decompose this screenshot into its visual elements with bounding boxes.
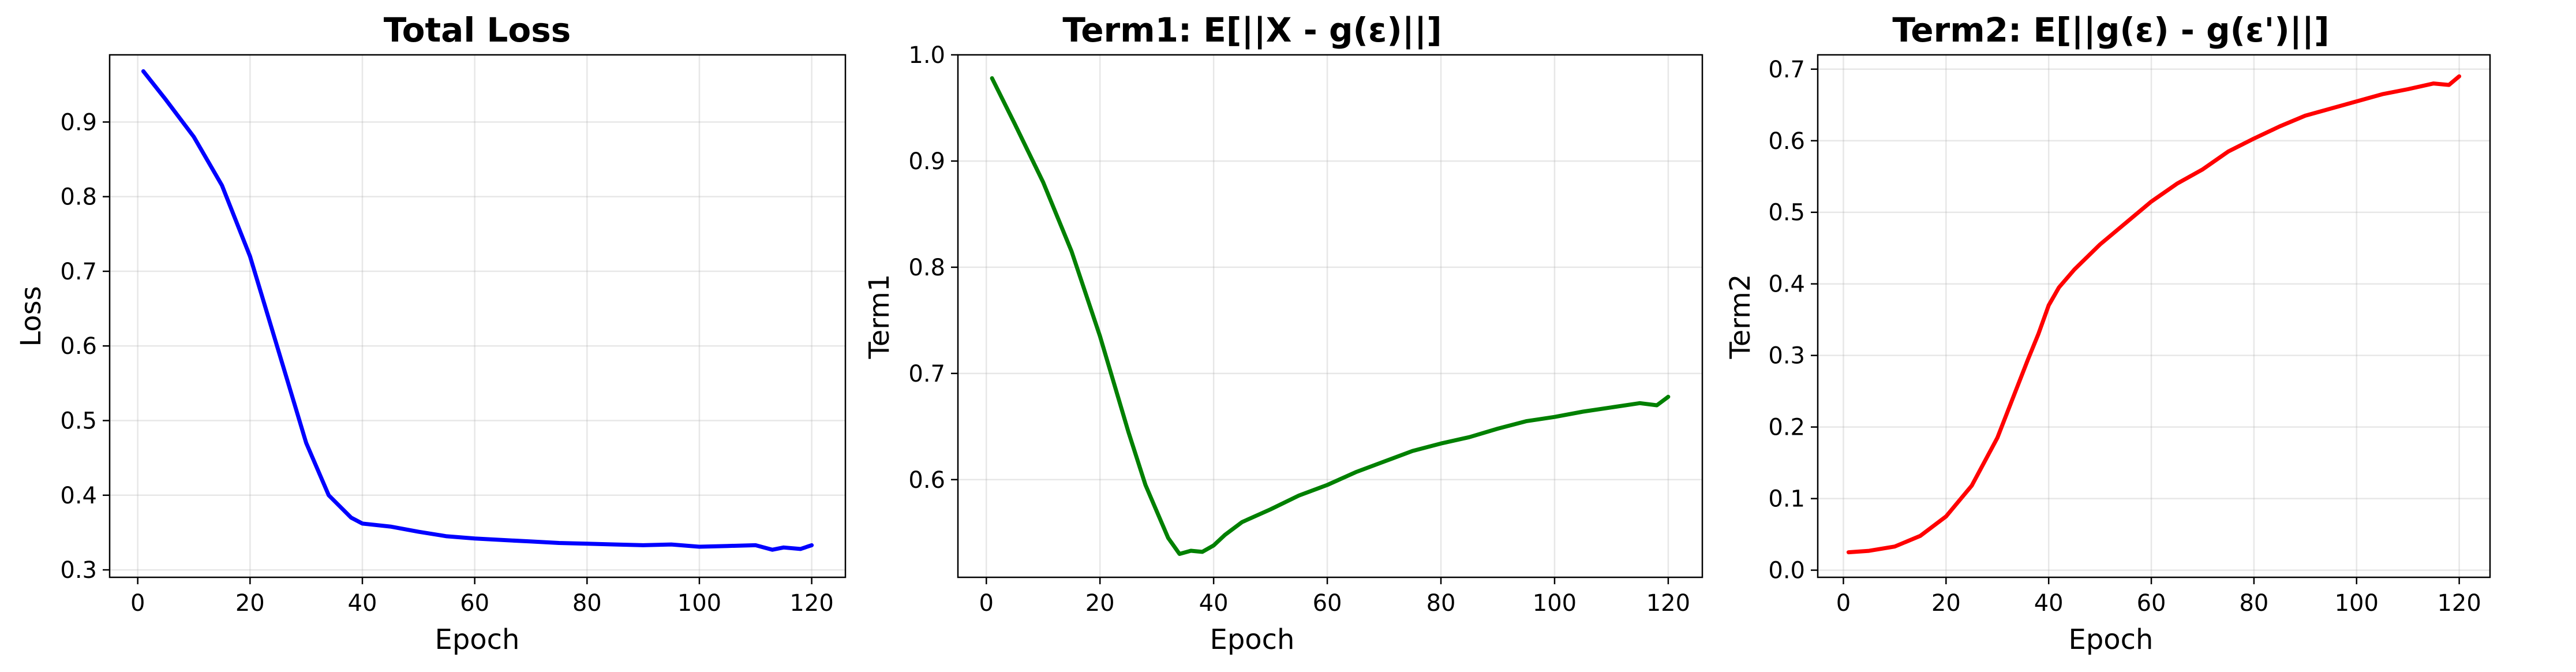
y-tick-label: 0.8 bbox=[908, 255, 945, 281]
chart-title: Term1: E[||X - g(ε)||] bbox=[1062, 10, 1441, 50]
y-tick-label: 0.7 bbox=[1768, 57, 1805, 83]
x-tick-label: 80 bbox=[2239, 590, 2268, 617]
axes-frame bbox=[957, 54, 1703, 578]
y-tick-label: 0.8 bbox=[60, 184, 97, 211]
y-tick-label: 1.0 bbox=[908, 42, 945, 69]
y-tick-label: 0.4 bbox=[1768, 271, 1805, 298]
series-line-0 bbox=[1846, 74, 2462, 555]
x-tick-label: 20 bbox=[235, 590, 265, 617]
y-axis-label: Term2 bbox=[1724, 274, 1757, 360]
plot-area: 0 20 40 60 80 100 120 0.6 0.7 0.8 0.9 1.0 bbox=[908, 42, 1703, 617]
series-line-0 bbox=[141, 69, 814, 552]
x-tick-label: 100 bbox=[1533, 590, 1577, 617]
x-tick-label: 40 bbox=[2034, 590, 2064, 617]
x-axis-label: Epoch bbox=[435, 624, 520, 656]
x-tick-label: 60 bbox=[1313, 590, 1342, 617]
panel-term2: Term2: E[||g(ε) - g(ε')||] Epoch Term2 0… bbox=[1724, 10, 2491, 656]
x-tick-label: 120 bbox=[2437, 590, 2481, 617]
plot-area: 0 20 40 60 80 100 120 0.3 0.4 0.5 0.6 0.7 0.8 0.9 bbox=[60, 54, 847, 617]
y-tick-label: 0.6 bbox=[908, 467, 945, 494]
x-tick-label: 0 bbox=[130, 590, 145, 617]
y-tick-label: 0.4 bbox=[60, 483, 97, 509]
x-tick-label: 60 bbox=[2137, 590, 2166, 617]
y-tick-label: 0.0 bbox=[1768, 558, 1805, 584]
x-tick-label: 120 bbox=[1646, 590, 1690, 617]
x-axis-label: Epoch bbox=[1210, 624, 1295, 656]
x-tick-label: 80 bbox=[1426, 590, 1456, 617]
x-tick-label: 100 bbox=[2335, 590, 2379, 617]
plot-area: 0 20 40 60 80 100 120 0.0 0.1 0.2 0.3 0.4 0.5 0.6 0.7 bbox=[1768, 54, 2491, 617]
chart-title: Term2: E[||g(ε) - g(ε')||] bbox=[1892, 10, 2329, 50]
x-tick-label: 120 bbox=[789, 590, 833, 617]
panel-term1: Term1: E[||X - g(ε)||] Epoch Term1 0 20 40… bbox=[863, 10, 1703, 656]
axes-frame bbox=[108, 54, 847, 578]
x-tick-label: 0 bbox=[1836, 590, 1851, 617]
chart-title: Total Loss bbox=[384, 10, 571, 50]
y-tick-label: 0.6 bbox=[60, 333, 97, 360]
x-tick-label: 100 bbox=[677, 590, 721, 617]
x-tick-label: 20 bbox=[1085, 590, 1115, 617]
y-tick-label: 0.3 bbox=[60, 557, 97, 584]
y-tick-label: 0.2 bbox=[1768, 415, 1805, 441]
y-tick-label: 0.5 bbox=[1768, 200, 1805, 226]
x-tick-label: 60 bbox=[460, 590, 489, 617]
y-tick-label: 0.6 bbox=[1768, 128, 1805, 155]
y-tick-label: 0.3 bbox=[1768, 343, 1805, 369]
x-tick-label: 20 bbox=[1931, 590, 1961, 617]
x-tick-label: 40 bbox=[1199, 590, 1229, 617]
y-tick-label: 0.9 bbox=[60, 109, 97, 136]
x-axis-label: Epoch bbox=[2069, 624, 2154, 656]
x-tick-label: 0 bbox=[979, 590, 994, 617]
y-tick-label: 0.7 bbox=[60, 259, 97, 285]
y-tick-label: 0.5 bbox=[60, 408, 97, 435]
y-tick-label: 0.1 bbox=[1768, 486, 1805, 513]
panel-total-loss: Total Loss Epoch Loss 0 20 40 60 80 100 120 0.3… bbox=[15, 10, 847, 656]
axes-frame bbox=[1817, 54, 2491, 578]
y-axis-label: Term1 bbox=[863, 274, 896, 360]
y-tick-label: 0.7 bbox=[908, 361, 945, 387]
y-tick-label: 0.9 bbox=[908, 148, 945, 175]
x-tick-label: 40 bbox=[348, 590, 377, 617]
y-axis-label: Loss bbox=[15, 286, 47, 346]
series-line-0 bbox=[990, 76, 1671, 556]
x-tick-label: 80 bbox=[572, 590, 602, 617]
